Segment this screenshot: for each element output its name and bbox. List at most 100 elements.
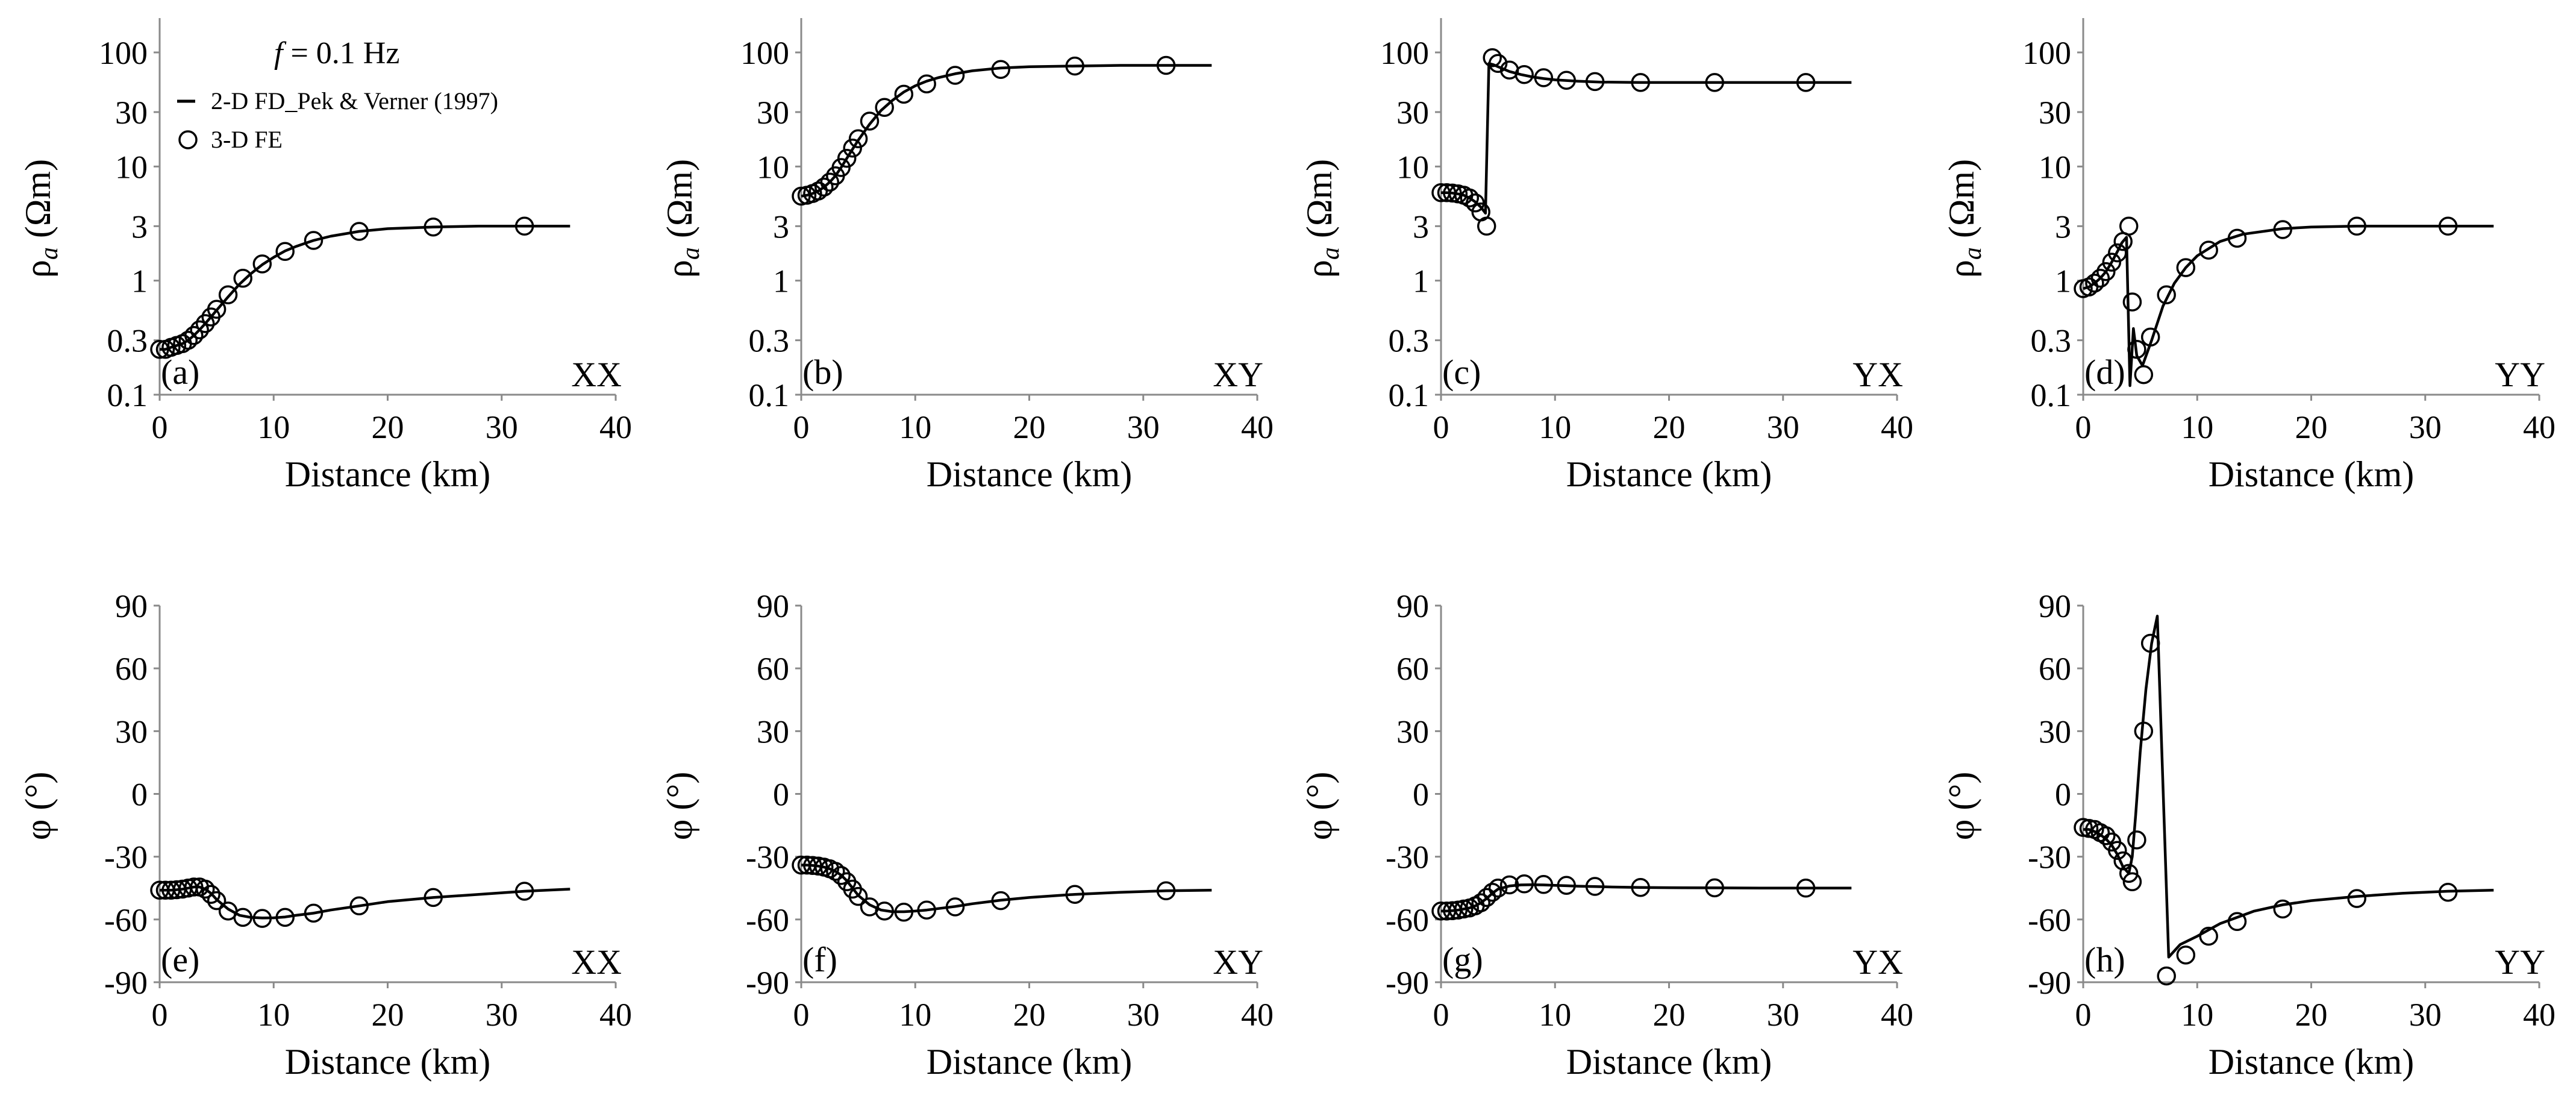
panel-g-fd-line: [1441, 883, 1852, 913]
panel-h-ytick-label: 60: [2039, 651, 2071, 687]
panel-c-ytick-label: 100: [1380, 35, 1429, 71]
panel-g-fe-marker: [1557, 876, 1576, 895]
panel-g-ytick-label: -30: [1386, 839, 1429, 876]
panel-f-ylabel-symbol: φ: [660, 820, 699, 841]
panel-a-ytick-label: 3: [131, 208, 148, 245]
panel-a-fe-marker: [218, 285, 238, 305]
panel-e-ytick-label: -60: [104, 902, 148, 938]
panel-b-ytick-label: 0.1: [749, 377, 790, 413]
panel-f-fe-marker: [894, 902, 914, 922]
panel-d-ytick-label: 10: [2039, 149, 2071, 185]
panel-g-ylabel-unit: (°): [1299, 772, 1339, 820]
panel-e-xlabel: Distance (km): [285, 1042, 491, 1082]
panel-f-ylabel: φ (°): [660, 772, 699, 841]
panel-h-fe-marker: [2273, 899, 2292, 919]
panel-h-xlabel: Distance (km): [2209, 1042, 2415, 1082]
panel-h-ytick-label: -60: [2028, 902, 2071, 938]
legend-marker-swatch: [178, 130, 198, 149]
panel-g-ylabel-symbol: φ: [1299, 820, 1339, 841]
panel-h-ylabel: φ (°): [1942, 772, 1981, 841]
panel-d-ylabel-unit: (Ωm): [1942, 159, 1981, 247]
panel-g-fe-marker: [1499, 875, 1519, 895]
panel-h-fe-marker: [2127, 830, 2146, 850]
panel-h-fe-marker: [2122, 872, 2142, 892]
legend-marker-label: 3-D FE: [211, 126, 283, 153]
panel-f-ylabel-unit: (°): [660, 772, 699, 820]
panel-a-component: XX: [571, 355, 622, 394]
panel-b-fe-marker: [1156, 55, 1176, 75]
panel-d-fe-marker: [2157, 285, 2176, 305]
panel-c-ytick-label: 0.1: [1389, 377, 1430, 413]
panel-d-fe-marker: [2134, 365, 2154, 384]
panel-b-fe-marker: [848, 129, 868, 149]
panel-a-fe-marker: [304, 231, 324, 250]
panel-g-ytick-label: 30: [1396, 713, 1429, 750]
panel-f-fd-line: [801, 864, 1212, 914]
panel-c-ytick-label: 10: [1396, 149, 1429, 185]
panel-c-ytick-label: 30: [1396, 95, 1429, 131]
panel-g-ylabel: φ (°): [1299, 772, 1339, 841]
panel-d-fe-marker: [2085, 274, 2104, 293]
panel-h-letter: (h): [2084, 940, 2125, 979]
panel-e-fd-line: [160, 885, 571, 920]
panel-h-xtick-label: 0: [2075, 997, 2092, 1033]
panel-d-fe-marker: [2122, 292, 2142, 312]
panel-a-fe-marker: [190, 320, 209, 340]
panel-c-xtick-label: 10: [1539, 409, 1571, 445]
panel-f-xlabel: Distance (km): [927, 1042, 1133, 1082]
panel-f-xtick-label: 10: [899, 997, 931, 1033]
panel-a-fe-marker: [207, 299, 227, 319]
panel-a-xtick-label: 20: [372, 409, 404, 445]
panel-h-ytick-label: 30: [2039, 713, 2071, 750]
panel-a-ytick-label: 1: [131, 263, 148, 299]
panel-h-ylabel-symbol: φ: [1942, 820, 1981, 841]
panel-h-fe-marker: [2199, 926, 2218, 946]
panel-e-component: XX: [571, 942, 622, 982]
panel-a-fe-marker: [178, 330, 198, 350]
panel-a-fe-marker: [275, 242, 295, 262]
panel-b-fe-marker: [917, 74, 936, 93]
panel-a-fe-marker: [252, 254, 272, 274]
panel-e-fe-marker: [233, 908, 252, 927]
panel-h-fe-marker: [2113, 851, 2133, 871]
panel-f-fe-marker: [1065, 885, 1084, 904]
panel-a: 0.1 0.3 1 3 10 30 100 0 10 20 30 40 Distance (km) ρa …: [18, 18, 632, 494]
panel-c-fe-marker: [1557, 71, 1576, 90]
panel-h-fe-marker: [2108, 841, 2127, 861]
panel-c-fe-marker: [1483, 48, 1502, 67]
panel-h-fe-marker: [2157, 966, 2176, 986]
panel-h-ylabel-unit: (°): [1942, 772, 1981, 820]
panel-c-fe-marker: [1488, 54, 1508, 74]
panel-f-fe-marker: [875, 901, 894, 921]
panel-e-ytick-label: 90: [115, 588, 148, 624]
panel-c-ylabel-unit: (Ωm): [1299, 159, 1339, 247]
panel-c-fe-marker: [1585, 72, 1605, 92]
panel-c-fe-marker: [1460, 188, 1480, 208]
panel-c-xtick-label: 0: [1433, 409, 1449, 445]
panel-g-letter: (g): [1442, 940, 1483, 979]
panel-g-fe-marker: [1515, 874, 1534, 894]
panel-b-fe-marker: [814, 177, 834, 197]
panel-d-xtick-label: 10: [2181, 409, 2213, 445]
panel-c-fe-marker: [1515, 64, 1534, 84]
panel-g-component: YX: [1852, 942, 1903, 982]
panel-e-fe-marker: [424, 888, 443, 908]
panel-d-fe-marker: [2176, 258, 2196, 277]
panel-b-fe-marker: [831, 158, 851, 177]
panel-g-fe-marker: [1534, 875, 1554, 894]
panel-g-xtick-label: 10: [1539, 997, 1571, 1033]
panel-b-component: XY: [1213, 355, 1263, 394]
panel-b-ylabel-unit: (Ωm): [660, 159, 699, 247]
panel-c-xtick-label: 30: [1767, 409, 1799, 445]
panel-g-ytick-label: 0: [1413, 777, 1429, 813]
panel-f-ytick-label: 30: [757, 713, 789, 750]
legend-line-label: 2-D FD_Pek & Verner (1997): [211, 87, 498, 114]
panel-a-xlabel: Distance (km): [285, 454, 491, 494]
panel-c-xtick-label: 40: [1881, 409, 1913, 445]
panel-d-fe-marker: [2227, 228, 2247, 248]
panel-a-ytick-label: 100: [99, 35, 148, 71]
panel-a-fe-marker: [514, 216, 534, 236]
panel-e-ylabel-unit: (°): [18, 772, 58, 820]
panel-f-fe-marker: [831, 866, 851, 885]
panel-h-ytick-label: -90: [2028, 965, 2071, 1001]
